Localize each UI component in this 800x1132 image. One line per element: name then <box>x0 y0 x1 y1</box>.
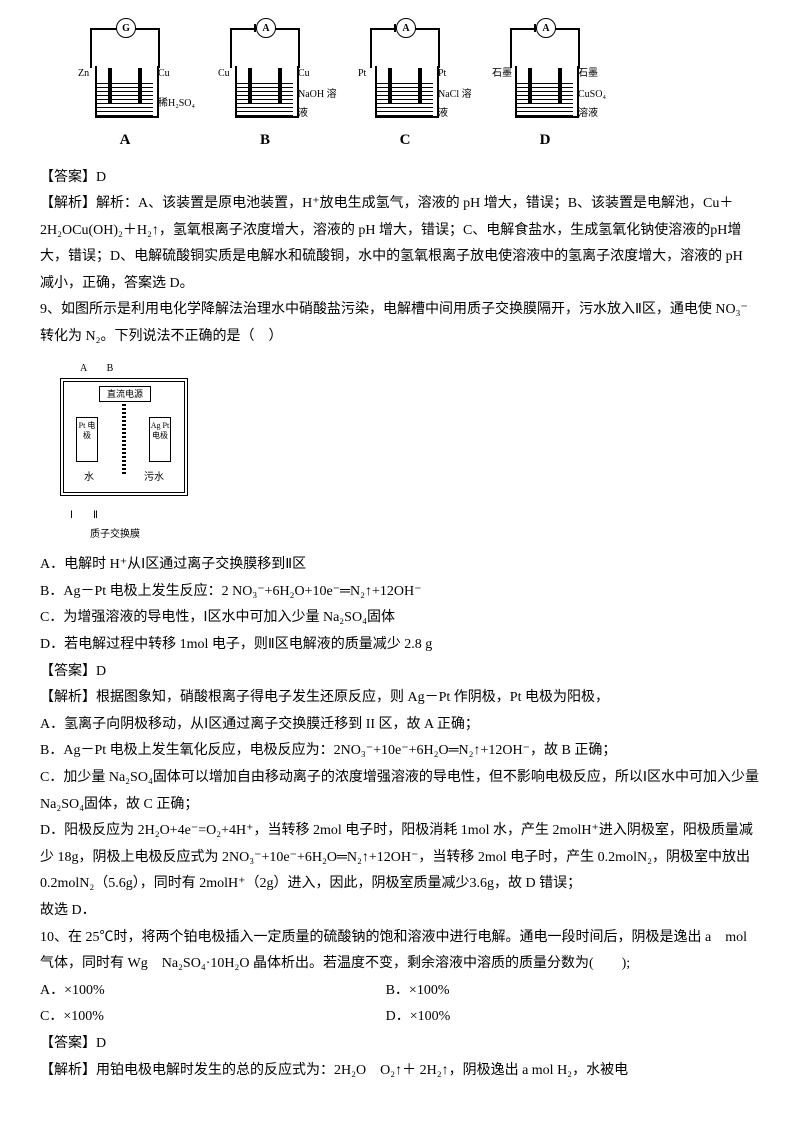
terminal-labels: A B <box>80 359 760 378</box>
diagram-b: ACuCuNaOH 溶液 B <box>210 28 320 155</box>
right-electrode-label: 石墨 <box>578 64 598 83</box>
option-10d: D．×100% <box>386 1004 732 1031</box>
option-9d: D．若电解过程中转移 1mol 电子，则Ⅱ区电解液的质量减少 2.8 g <box>40 632 760 659</box>
explanation-9c: C．加少量 Na₂SO₄固体可以增加自由移动离子的浓度增强溶液的导电性，但不影响… <box>40 765 760 818</box>
options-10: A．×100% B．×100% C．×100% D．×100% <box>40 978 760 1031</box>
question-9: 9、如图所示是利用电化学降解法治理水中硝酸盐污染，电解槽中间用质子交换膜隔开，污… <box>40 297 760 350</box>
solution-label: 稀H₂SO₄ <box>158 94 208 113</box>
diagram-letter: D <box>540 126 551 155</box>
answer-9: 【答案】D <box>40 659 760 686</box>
option-9b: B．Ag－Pt 电极上发生反应：2 NO₃⁻+6H₂O+10e⁻═N₂↑+12O… <box>40 579 760 606</box>
membrane-caption: 质子交换膜 <box>90 525 760 544</box>
explanation-9a: A．氢离子向阴极移动，从Ⅰ区通过离子交换膜迁移到 II 区，故 A 正确； <box>40 712 760 739</box>
meter-icon: A <box>536 18 556 38</box>
zone-labels: Ⅰ Ⅱ <box>70 506 760 525</box>
option-10a: A．×100% <box>40 978 386 1005</box>
left-electrode-box: Pt 电 极 <box>76 417 98 462</box>
power-source-label: 直流电源 <box>99 386 151 402</box>
water-label: 水 <box>84 468 94 487</box>
circuit-diagrams-row: GZnCu稀H₂SO₄ A ACuCuNaOH 溶液 B APtPtNaCl 溶… <box>70 28 760 155</box>
meter-icon: A <box>256 18 276 38</box>
explanation-9-end: 故选 D． <box>40 898 760 925</box>
left-electrode-label: Pt <box>358 64 366 83</box>
diagram-letter: B <box>260 126 270 155</box>
solution-label: NaCl 溶液 <box>438 85 478 123</box>
diagram-a: GZnCu稀H₂SO₄ A <box>70 28 180 155</box>
solution-label: CuSO₄ 溶液 <box>578 85 618 123</box>
explanation-10: 【解析】用铂电极电解时发生的总的反应式为：2H₂O O₂↑＋ 2H₂↑，阴极逸出… <box>40 1058 760 1085</box>
explanation-9b: B．Ag－Pt 电极上发生氧化反应，电极反应为：2NO₃⁻+10e⁻+6H₂O═… <box>40 738 760 765</box>
left-electrode-label: Cu <box>218 64 230 83</box>
right-electrode-label: Cu <box>158 64 170 83</box>
option-10b: B．×100% <box>386 978 732 1005</box>
solution-label: NaOH 溶液 <box>298 85 338 123</box>
option-9c: C．为增强溶液的导电性，Ⅰ区水中可加入少量 Na₂SO₄固体 <box>40 605 760 632</box>
membrane-icon <box>122 404 126 474</box>
explanation-9-intro: 【解析】根据图象知，硝酸根离子得电子发生还原反应，则 Ag－Pt 作阴极，Pt … <box>40 685 760 712</box>
diagram-letter: C <box>400 126 411 155</box>
explanation-8: 【解析】解析：A、该装置是原电池装置，H⁺放电生成氢气，溶液的 pH 增大，错误… <box>40 191 760 297</box>
left-electrode-label: Zn <box>78 64 89 83</box>
option-10c: C．×100% <box>40 1004 386 1031</box>
right-electrode-box: Ag Pt 电极 <box>149 417 171 462</box>
right-electrode-label: Cu <box>298 64 310 83</box>
question-10: 10、在 25℃时，将两个铂电极插入一定质量的硫酸钠的饱和溶液中进行电解。通电一… <box>40 925 760 978</box>
meter-icon: A <box>396 18 416 38</box>
meter-icon: G <box>116 18 136 38</box>
sewage-label: 污水 <box>144 468 164 487</box>
left-electrode-label: 石墨 <box>492 64 512 83</box>
diagram-c: APtPtNaCl 溶液 C <box>350 28 460 155</box>
diagram-d: A石墨石墨CuSO₄ 溶液 D <box>490 28 600 155</box>
answer-8: 【答案】D <box>40 165 760 192</box>
answer-10: 【答案】D <box>40 1031 760 1058</box>
diagram-letter: A <box>120 126 131 155</box>
explanation-9d: D．阳极反应为 2H₂O+4e⁻=O₂+4H⁺，当转移 2mol 电子时，阳极消… <box>40 818 760 898</box>
right-electrode-label: Pt <box>438 64 446 83</box>
option-9a: A．电解时 H⁺从Ⅰ区通过离子交换膜移到Ⅱ区 <box>40 552 760 579</box>
electrolysis-diagram: A B 直流电源 Pt 电 极 Ag Pt 电极 水 污水 Ⅰ Ⅱ 质子交换膜 <box>60 359 760 545</box>
